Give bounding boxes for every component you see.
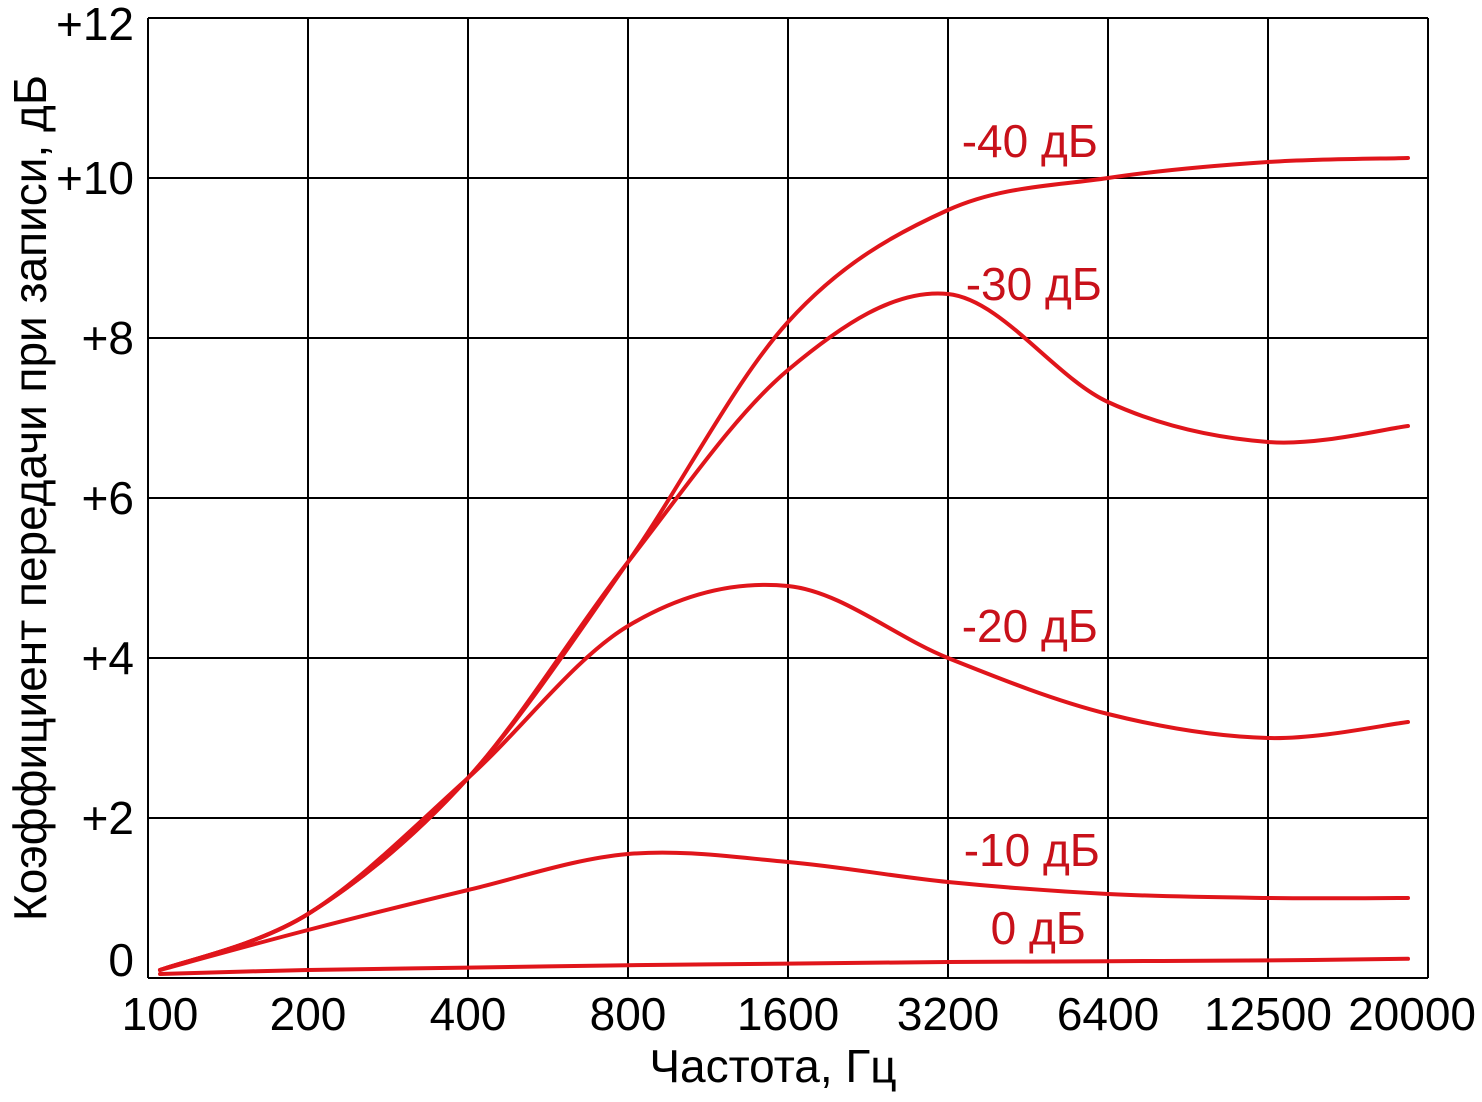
series-label-0db: 0 дБ (991, 902, 1086, 954)
y-tick-label: +2 (82, 792, 134, 844)
x-tick-label: 800 (590, 988, 667, 1040)
y-axis-title: Коэффициент передачи при записи, дБ (4, 75, 56, 921)
y-tick-label: 0 (108, 934, 134, 986)
y-tick-label: +4 (82, 632, 134, 684)
series-lines (158, 156, 1410, 976)
x-tick-label: 12500 (1204, 988, 1332, 1040)
x-tick-label: 6400 (1057, 988, 1159, 1040)
tick-labels: 100 200 400 800 1600 3200 6400 12500 20000 0 +2 +4 +… (56, 0, 1476, 1040)
series-label-10db: -10 дБ (964, 824, 1100, 876)
series-line-0db (158, 956, 1410, 976)
series-label-30db: -30 дБ (966, 258, 1102, 310)
series-line-10db (158, 850, 1410, 972)
y-tick-label: +8 (82, 312, 134, 364)
series-label-40db: -40 дБ (962, 115, 1098, 167)
series-line-30db (158, 291, 1410, 972)
series-label-20db: -20 дБ (962, 600, 1098, 652)
x-tick-label: 1600 (737, 988, 839, 1040)
x-axis-title: Частота, Гц (649, 1040, 896, 1092)
x-tick-label: 3200 (897, 988, 999, 1040)
y-tick-label: +10 (56, 152, 134, 204)
x-tick-label: 100 (122, 988, 199, 1040)
grid (147, 17, 1429, 979)
series-labels: -40 дБ -30 дБ -20 дБ -10 дБ 0 дБ (962, 115, 1102, 954)
x-tick-label: 400 (430, 988, 507, 1040)
y-tick-label: +6 (82, 472, 134, 524)
x-tick-label: 200 (270, 988, 347, 1040)
x-tick-label: 20000 (1348, 988, 1476, 1040)
series-line-20db (158, 582, 1410, 972)
y-tick-label: +12 (56, 0, 134, 50)
series-line-40db (158, 156, 1410, 972)
